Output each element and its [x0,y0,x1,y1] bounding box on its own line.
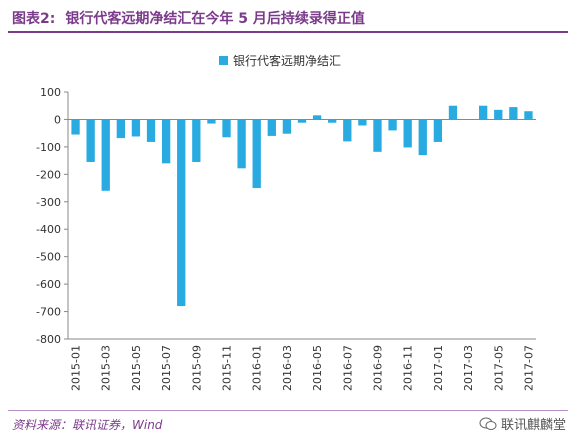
x-tick-label: 2016-05 [311,345,324,391]
bar-2016-04 [297,119,307,123]
bar-2015-12 [237,119,246,169]
wechat-icon [479,417,497,430]
y-tick-label: -600 [36,278,61,291]
bar-2015-02 [86,119,95,162]
bar-2015-04 [116,119,125,139]
bar-2015-03 [101,119,110,191]
bar-2015-05 [131,119,141,137]
legend-swatch [219,56,228,65]
source-note: 资料来源：联讯证券，Wind [12,418,163,432]
header-rule [8,31,568,33]
bar-2015-08 [177,119,186,307]
x-tick-label: 2015-03 [100,345,113,391]
y-tick-label: -200 [36,168,61,181]
figure-title: 图表2: 银行代客远期净结汇在今年 5 月后持续录得正值 [12,8,365,28]
y-tick-label: -300 [36,196,61,209]
bar-2017-02 [448,105,458,120]
x-tick-label: 2016-03 [281,345,294,391]
bar-2016-03 [282,119,292,134]
figure-number: 图表2: [12,11,56,27]
x-tick-label: 2017-05 [492,345,505,391]
bar-2016-12 [418,119,427,156]
y-tick-label: -400 [36,223,61,236]
x-tick-label: 2015-05 [130,345,143,391]
legend-label: 银行代客远期净结汇 [233,53,341,68]
bar-2016-11 [403,119,412,148]
y-tick-label: 100 [40,86,61,99]
bar-2015-09 [192,119,201,162]
bar-2015-11 [222,119,231,138]
bar-2017-06 [509,107,518,120]
y-tick-label: -100 [36,141,61,154]
bar-2017-04 [479,105,488,120]
bar-2016-02 [267,119,276,136]
bar-2015-01 [71,119,80,135]
y-tick-label: -800 [36,333,61,346]
x-tick-labels: 2015-01 2015-03 2015-05 2015-07 2015-09 2015-… [70,345,536,391]
watermark-text: 联讯麒麟堂 [500,418,566,433]
bar-2016-01 [252,119,261,189]
bar-2016-06 [328,119,337,123]
x-tick-label: 2016-09 [371,345,384,391]
bar-2015-06 [146,119,156,142]
x-tick-label: 2017-07 [522,345,535,391]
footer-rule [8,410,568,411]
bar-2015-07 [161,119,171,164]
x-tick-label: 2017-03 [462,345,475,391]
y-tick-label: -500 [36,251,61,264]
y-tick-label: 0 [54,113,61,126]
figure-title-text: 银行代客远期净结汇在今年 5 月后持续录得正值 [65,11,365,27]
watermark: 联讯麒麟堂 [479,414,566,433]
x-tick-label: 2015-07 [160,345,173,391]
x-tick-label: 2015-01 [70,345,83,391]
chart-bars [71,105,533,307]
bar-2017-07 [524,111,533,120]
bar-chart: 银行代客远期净结汇 100 0 -100 -200 -300 -400 -500 -600 -7… [36,53,536,391]
x-tick-label: 2016-01 [251,345,264,391]
bar-2017-01 [433,119,443,142]
bar-2016-07 [343,119,352,142]
bar-2015-10 [207,119,216,124]
bar-2016-05 [312,115,322,120]
x-tick-label: 2016-11 [402,345,415,391]
bar-2017-05 [494,109,503,120]
bar-2016-09 [373,119,382,152]
x-tick-label: 2017-01 [432,345,445,391]
x-tick-label: 2016-07 [341,345,354,391]
x-tick-label: 2015-09 [190,345,203,391]
chart-legend: 银行代客远期净结汇 [219,53,341,68]
bar-2016-08 [358,119,367,126]
y-tick-label: -700 [36,306,61,319]
x-tick-label: 2015-11 [221,345,234,391]
bar-2016-10 [388,119,397,131]
figure-header: 图表2: 银行代客远期净结汇在今年 5 月后持续录得正值 [8,6,568,33]
